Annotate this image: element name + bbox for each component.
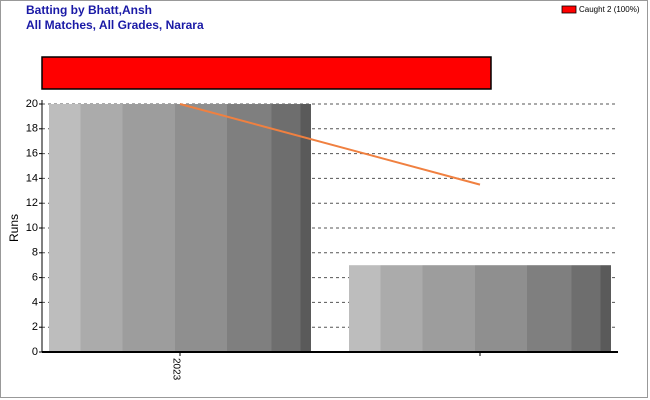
chart-subtitle: All Matches, All Grades, Narara [26, 18, 204, 32]
y-tick-label: 8 [32, 247, 38, 259]
bar [49, 104, 311, 352]
y-tick-label: 18 [26, 123, 38, 135]
y-tick-label: 14 [26, 172, 38, 184]
y-axis-label: Runs [7, 214, 21, 242]
dismissal-bar [41, 56, 492, 90]
chart-title: Batting by Bhatt,Ansh [26, 3, 152, 17]
y-tick-label: 20 [26, 98, 38, 110]
y-tick-label: 2 [32, 321, 38, 333]
y-tick-label: 4 [32, 296, 38, 308]
legend-swatch [561, 5, 577, 14]
y-tick-label: 6 [32, 272, 38, 284]
y-tick-label: 16 [26, 148, 38, 160]
y-tick-label: 0 [32, 346, 38, 358]
y-tick-label: 12 [26, 197, 38, 209]
x-tick-label: 2023 [170, 358, 181, 381]
trend-line [179, 103, 481, 186]
y-tick-label: 10 [26, 222, 38, 234]
legend-label: Caught 2 (100%) [579, 5, 640, 14]
bar [349, 265, 611, 352]
